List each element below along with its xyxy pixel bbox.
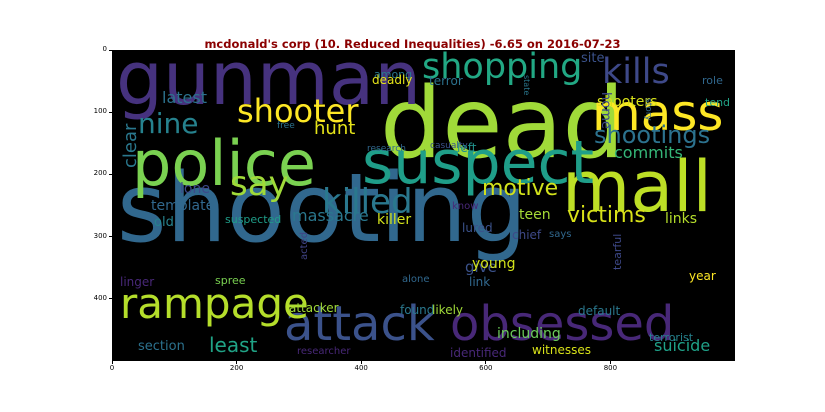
word-give: give [465, 258, 497, 276]
y-tick-mark [109, 111, 112, 113]
word-shooter: shooter [237, 92, 359, 130]
word-commits: commits [614, 143, 683, 162]
word-rampage: rampage [120, 279, 309, 328]
y-tick-label: 400 [93, 293, 107, 302]
word-deadly: deadly [372, 73, 413, 87]
word-nine: nine [138, 107, 199, 140]
word-witnesses: witnesses [532, 343, 591, 357]
word-terrorist: terrorist [649, 331, 694, 344]
y-tick-mark [109, 173, 112, 175]
word-chief: chief [512, 228, 542, 242]
word-attack: attack [284, 296, 435, 352]
word-killer: killer [377, 212, 412, 228]
word-lured: lured [462, 221, 493, 235]
word-latest: latest [162, 88, 207, 107]
chart-title: mcdonald's corp (10. Reduced Inequalitie… [204, 37, 621, 51]
word-mass: mass [592, 84, 724, 142]
word-say: say [230, 164, 289, 204]
word-research: research [367, 144, 406, 154]
word-state: state [522, 75, 531, 96]
word-know: know [452, 201, 479, 212]
x-tick-label: 0 [109, 364, 115, 372]
x-tick-mark [111, 361, 113, 364]
word-links: links [665, 211, 698, 227]
word-tend: tend [705, 96, 731, 109]
x-tick-mark [236, 361, 238, 364]
word-suspect: suspect [362, 128, 595, 198]
word-shooters: shooters [597, 94, 658, 110]
word-suicide: suicide [654, 336, 711, 355]
y-tick-label: 300 [93, 231, 107, 240]
x-tick-label: 200 [229, 364, 244, 372]
word-left: left [457, 141, 477, 155]
word-gunman: gunman [116, 50, 422, 122]
word-site: site [581, 51, 605, 66]
word-lone: lone [180, 181, 210, 197]
y-tick-mark [109, 49, 112, 51]
word-mall: mall [562, 146, 712, 228]
x-tick-label: 600 [479, 364, 493, 372]
word-least: least [209, 333, 258, 357]
word-kills: kills [602, 52, 670, 92]
y-tick-label: 100 [93, 107, 107, 116]
y-tick-mark [109, 298, 112, 300]
word-shootings: shootings [594, 121, 711, 149]
word-hunt: hunt [314, 118, 356, 139]
word-acted: acted [299, 231, 310, 260]
word-free: free [277, 121, 295, 131]
word-young: young [472, 256, 516, 272]
word-old: old [154, 215, 174, 230]
word-says: says [549, 229, 572, 240]
word-alone: alone [402, 274, 430, 285]
x-tick-label: 400 [354, 364, 368, 372]
word-default: default [578, 304, 621, 318]
word-home: home [598, 92, 613, 129]
y-tick-label: 200 [93, 169, 107, 178]
word-attacker: attacker [289, 301, 339, 315]
word-police: police [132, 127, 316, 200]
word-teen: teen [519, 207, 551, 223]
word-terror: terror [429, 74, 463, 88]
word-obsessed: obsessed [450, 296, 675, 352]
word-suspected: suspected [225, 213, 282, 226]
word-including: including [497, 326, 561, 342]
word-shooting: shooting [117, 154, 528, 264]
word-year: year [689, 269, 716, 283]
word-likely: likely [432, 303, 464, 317]
x-tick-mark [609, 361, 611, 364]
word-dead: dead [380, 67, 625, 181]
x-tick-mark [360, 361, 362, 364]
word-shopping: shopping [422, 50, 583, 87]
word-template: template [151, 198, 215, 214]
x-tick-label: 800 [603, 364, 618, 372]
word-tearful: tearful [611, 233, 624, 270]
wordcloud-image: shooting dead gunman police mall suspect mass a… [112, 50, 735, 361]
x-tick-mark [485, 361, 487, 364]
word-story: story [643, 98, 653, 121]
word-massacre: massacre [292, 206, 369, 225]
word-casualty: casualty [430, 141, 468, 151]
word-role: role [702, 74, 723, 87]
word-victims: victims [567, 203, 646, 228]
word-section: section [138, 339, 185, 354]
word-killed: killed [322, 182, 413, 222]
word-researcher: researcher [297, 346, 351, 357]
y-tick-label: 0 [102, 45, 107, 53]
y-tick-mark [109, 236, 112, 238]
word-clear: clear [120, 123, 141, 168]
word-among: among [374, 68, 413, 81]
word-identified: identified [450, 346, 507, 360]
word-found: found [400, 303, 435, 317]
word-link: link [469, 275, 491, 289]
word-linger: linger [120, 275, 155, 289]
word-spree: spree [215, 274, 246, 287]
word-motive: motive [482, 176, 559, 201]
